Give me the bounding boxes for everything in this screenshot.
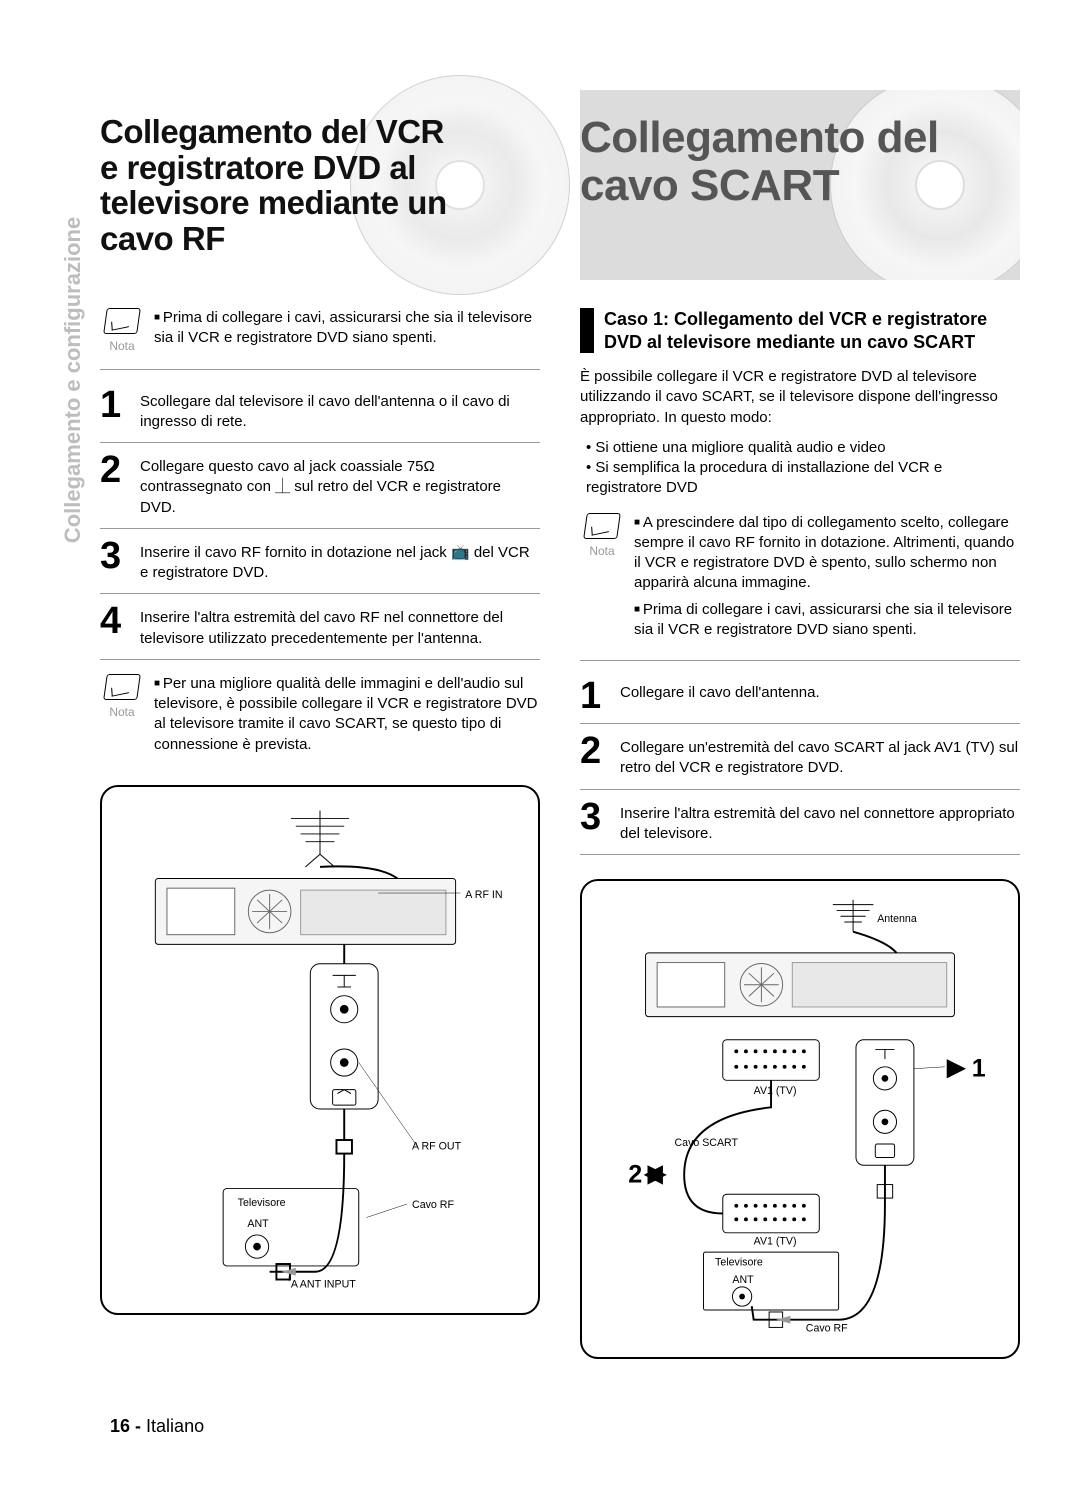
triangle-1: 1 (972, 1055, 986, 1083)
step-number: 1 (580, 679, 610, 713)
divider (580, 660, 1020, 661)
step-text: Inserire l'altra estremità del cavo RF n… (140, 604, 540, 649)
scart-connection-diagram: Antenna (580, 879, 1020, 1359)
step-2: 2 Collegare questo cavo al jack coassial… (100, 443, 540, 529)
step-4: 4 Inserire l'altra estremità del cavo RF… (100, 594, 540, 660)
label-a-ant-input: A ANT INPUT (291, 1278, 356, 1290)
step-number: 3 (100, 539, 130, 573)
step-number: 2 (100, 453, 130, 487)
step-3: 3 Inserire l'altra estremità del cavo ne… (580, 790, 1020, 856)
step-number: 4 (100, 604, 130, 638)
note-text: A prescindere dal tipo di collegamento s… (634, 513, 1020, 647)
label-cavo-rf: Cavo RF (806, 1322, 848, 1334)
label-televisore: Televisore (715, 1257, 763, 1269)
intro-text: È possibile collegare il VCR e registrat… (580, 367, 1020, 428)
page-footer: 16 - Italiano (110, 1416, 204, 1437)
label-a-rf-out: A RF OUT (412, 1140, 462, 1152)
label-antenna: Antenna (877, 913, 917, 925)
step-text: Scollegare dal televisore il cavo dell'a… (140, 388, 540, 433)
note-icon (103, 674, 141, 700)
note-label: Nota (589, 543, 614, 559)
right-title-block: Collegamento del cavo SCART (580, 90, 1020, 280)
label-cavo-rf: Cavo RF (412, 1199, 454, 1211)
right-heading: Collegamento del cavo SCART (580, 114, 939, 209)
step-3: 3 Inserire il cavo RF fornito in dotazio… (100, 529, 540, 595)
step-1: 1 Scollegare dal televisore il cavo dell… (100, 378, 540, 444)
label-televisore: Televisore (238, 1197, 286, 1209)
note-icon (103, 308, 141, 334)
label-ant: ANT (247, 1218, 269, 1230)
step-number: 2 (580, 734, 610, 768)
step-1: 1 Collegare il cavo dell'antenna. (580, 669, 1020, 724)
step-text: Inserire l'altra estremità del cavo nel … (620, 800, 1020, 845)
step-text: Collegare questo cavo al jack coassiale … (140, 453, 540, 518)
right-heading-l1: Collegamento del (580, 114, 939, 162)
step-text: Collegare il cavo dell'antenna. (620, 679, 1020, 703)
left-heading: Collegamento del VCR e registratore DVD … (100, 114, 470, 257)
left-title-block: Collegamento del VCR e registratore DVD … (100, 90, 540, 280)
right-heading-l2: cavo SCART (580, 162, 939, 210)
bullet-item: Si semplifica la procedura di installazi… (586, 458, 1020, 499)
divider (100, 369, 540, 370)
note-text: Prima di collegare i cavi, assicurarsi c… (154, 308, 540, 355)
note-block: Nota A prescindere dal tipo di collegame… (580, 513, 1020, 647)
case-heading: Caso 1: Collegamento del VCR e registrat… (580, 308, 1020, 353)
page-number: 16 - (110, 1416, 141, 1436)
page-language: Italiano (146, 1416, 204, 1436)
case-bar-icon (580, 308, 594, 353)
label-av1-2: AV1 (TV) (754, 1236, 797, 1248)
right-column: Collegamento del cavo SCART Caso 1: Coll… (580, 90, 1020, 1359)
bullet-item: Si ottiene una migliore qualità audio e … (586, 438, 1020, 458)
two-column-layout: Collegamento del VCR e registratore DVD … (100, 90, 1020, 1359)
step-number: 3 (580, 800, 610, 834)
note-text: Per una migliore qualità delle immagini … (154, 674, 540, 761)
step-number: 1 (100, 388, 130, 422)
step-text: Inserire il cavo RF fornito in dotazione… (140, 539, 540, 584)
step-2: 2 Collegare un'estremità del cavo SCART … (580, 724, 1020, 790)
step-text: Collegare un'estremità del cavo SCART al… (620, 734, 1020, 779)
note-label: Nota (109, 338, 134, 354)
triangle-2: 2 (628, 1161, 642, 1189)
note-label: Nota (109, 704, 134, 720)
case-text: Caso 1: Collegamento del VCR e registrat… (604, 308, 1020, 353)
left-column: Collegamento del VCR e registratore DVD … (100, 90, 540, 1359)
section-side-label: Collegamento e configurazione (60, 217, 86, 543)
label-a-rf-in: A RF IN (465, 889, 502, 901)
label-ant: ANT (732, 1274, 754, 1286)
label-av1: AV1 (TV) (754, 1085, 797, 1097)
bullet-list: Si ottiene una migliore qualità audio e … (586, 438, 1020, 499)
label-cavo-scart: Cavo SCART (675, 1137, 739, 1149)
rf-connection-diagram: A RF IN (100, 785, 540, 1315)
note-block: Nota Per una migliore qualità delle imma… (100, 674, 540, 761)
note-block: Nota Prima di collegare i cavi, assicura… (100, 308, 540, 355)
note-icon (583, 513, 621, 539)
